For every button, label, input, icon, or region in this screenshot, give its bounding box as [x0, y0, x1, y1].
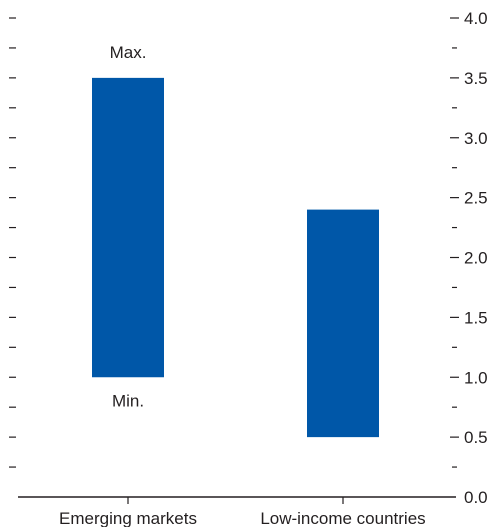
y-tick-label: 3.0: [464, 129, 488, 148]
y-tick-label: 1.5: [464, 308, 488, 327]
max-annotation: Max.: [110, 43, 147, 62]
annotations: Max. Min.: [110, 43, 147, 410]
x-category-label: Low-income countries: [260, 509, 425, 527]
x-category-label: Emerging markets: [59, 509, 197, 527]
y-tick-label: 4.0: [464, 9, 488, 28]
bars: [92, 77, 379, 438]
range-bar: [92, 77, 164, 378]
y-tick-label: 2.0: [464, 249, 488, 268]
y-tick-label: 1.0: [464, 368, 488, 387]
left-axis-ticks: [9, 17, 16, 468]
min-annotation: Min.: [112, 391, 144, 410]
range-bar: [307, 209, 379, 438]
y-tick-label: 0.5: [464, 428, 488, 447]
y-tick-label: 2.5: [464, 189, 488, 208]
x-axis-labels: Emerging markets Low-income countries: [59, 497, 426, 527]
right-axis: 0.0 0.5 1.0 1.5 2.0 2.5 3.0 3.5 4.0: [450, 9, 488, 507]
y-tick-label: 0.0: [464, 488, 488, 507]
y-tick-label: 3.5: [464, 69, 488, 88]
